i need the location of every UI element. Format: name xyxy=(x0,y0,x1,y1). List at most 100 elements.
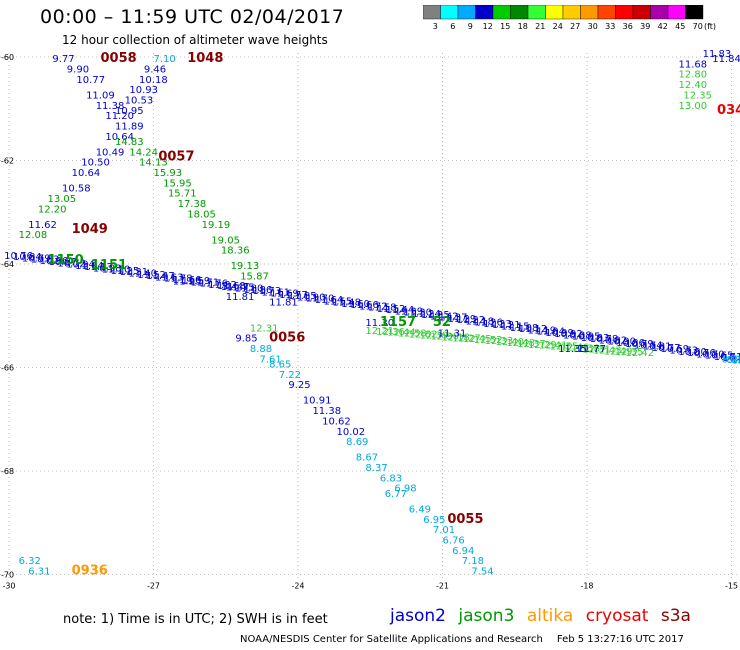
swh-value: 15.71 xyxy=(168,189,197,200)
swh-value: 10.73 xyxy=(669,345,698,356)
pass-time-label: 0343 xyxy=(717,103,740,118)
swh-value: 8.65 xyxy=(269,360,291,371)
swh-value: 11.71 xyxy=(190,277,219,288)
legend-tick-label: 18 xyxy=(518,22,528,31)
page-title: 00:00 – 11:59 UTC 02/04/2017 xyxy=(40,6,345,28)
swh-value: 10.92 xyxy=(554,329,583,340)
swh-value: 11.52 xyxy=(377,304,406,315)
swh-value: 12.35 xyxy=(615,347,644,358)
swh-value: 7.54 xyxy=(471,567,493,578)
swh-value: 10.76 xyxy=(687,348,716,359)
swh-value: 10.64 xyxy=(72,168,101,179)
swh-value: 10.58 xyxy=(62,184,91,195)
swh-value: 6.49 xyxy=(409,504,431,515)
swh-value: 11.68 xyxy=(217,281,246,292)
swh-value: 6.77 xyxy=(385,489,407,500)
swh-value: 11.58 xyxy=(368,303,397,314)
lat-label: -70 xyxy=(1,571,14,580)
swh-value: 19.05 xyxy=(211,235,240,246)
legend-tick-label: 3 xyxy=(433,22,438,31)
swh-value: 10.99 xyxy=(545,328,574,339)
swh-value: 11.26 xyxy=(474,318,503,329)
pass-time-label: 0058 xyxy=(101,51,137,66)
legend-swatch xyxy=(457,5,476,20)
swh-value: 9.25 xyxy=(288,380,310,391)
legend-swatch xyxy=(492,5,511,20)
swh-value: 11.04 xyxy=(75,261,104,272)
pass-time-label: 0056 xyxy=(269,331,305,346)
swh-value: 11.52 xyxy=(137,270,166,281)
swh-value: 11.30 xyxy=(403,308,432,319)
axis-labels: -60 -62 -64 -66 -68 -70 -30 -27 -24 -21 -18 -15 xyxy=(1,53,738,591)
swh-value-labels: 9.779.9010.7711.0911.3811.2011.8910.6410… xyxy=(19,49,740,578)
swh-value: 14.83 xyxy=(115,137,144,148)
swh-value: 7.22 xyxy=(279,370,301,381)
legend-swatch xyxy=(510,5,529,20)
swh-value: 10.90 xyxy=(607,337,636,348)
swh-value: 11.37 xyxy=(439,313,468,324)
swh-value: 6.31 xyxy=(28,567,50,578)
legend-swatch xyxy=(562,5,581,20)
swh-value: 19.13 xyxy=(231,261,260,272)
swh-value: 10.91 xyxy=(303,396,332,407)
pass-time-label: 1150 xyxy=(48,253,84,268)
swh-value: 13.00 xyxy=(679,101,708,112)
swh-value: 12.62 xyxy=(409,330,438,341)
pass-time-label: 1151 xyxy=(91,258,127,273)
swh-value: 10.93 xyxy=(129,85,158,96)
swh-value: 11.35 xyxy=(421,310,450,321)
swh-value: 6.95 xyxy=(423,515,445,526)
lat-label: -64 xyxy=(1,260,14,269)
swh-value: 10.70 xyxy=(696,349,725,360)
swh-value: 11.63 xyxy=(155,272,184,283)
swh-value: 11.24 xyxy=(412,309,441,320)
swh-value: 12.39 xyxy=(420,330,449,341)
timestamp: Feb 5 13:27:16 UTC 2017 xyxy=(556,634,684,645)
legend-swatch xyxy=(615,5,634,20)
swh-value: 11.04 xyxy=(536,327,565,338)
swh-value: 11.90 xyxy=(297,292,326,303)
swh-value: 10.82 xyxy=(598,335,627,346)
sat-altika-label: altika xyxy=(526,606,574,626)
swh-value: 7.61 xyxy=(259,354,281,365)
swh-value: 11.48 xyxy=(332,298,361,309)
swh-value: 6.98 xyxy=(394,484,416,495)
swh-value: 8.88 xyxy=(250,344,272,355)
swh-value: 11.38 xyxy=(96,101,125,112)
swh-value: 12.18 xyxy=(441,332,470,343)
swh-value: 11.33 xyxy=(483,319,512,330)
swh-value: 6.94 xyxy=(452,546,474,557)
swh-value: 10.81 xyxy=(643,342,672,353)
swh-value: 11.81 xyxy=(269,297,298,308)
legend-swatch xyxy=(527,5,546,20)
swh-value: 10.77 xyxy=(76,75,105,86)
pass-time-label: 0055 xyxy=(447,512,483,527)
sat-cryosat-label: cryosat xyxy=(585,606,649,626)
pass-time-label: 1049 xyxy=(72,222,108,237)
swh-value: 10.69 xyxy=(661,344,690,355)
legend-tick-label: 42 xyxy=(658,22,668,31)
legend-swatch xyxy=(545,5,564,20)
swh-value: 11.55 xyxy=(323,296,352,307)
swh-value: 12.40 xyxy=(495,337,524,348)
swh-value: 12.30 xyxy=(430,331,459,342)
swh-value: 12.08 xyxy=(19,230,48,241)
swh-value: 12.58 xyxy=(398,329,427,340)
swh-value: 10.86 xyxy=(616,338,645,349)
pass-time-labels: 0058 1048 0057 1049 1150 1151 0056 1157 52 0343 00… xyxy=(48,51,740,578)
swh-value: 10.94 xyxy=(66,260,95,271)
swh-value: 19.19 xyxy=(202,220,231,231)
credit-text: NOAA/NESDIS Center for Satellite Applica… xyxy=(240,634,543,645)
sat-jason2-label: jason2 xyxy=(390,606,446,626)
legend-tick-label: 9 xyxy=(468,22,473,31)
swh-value: 10.83 xyxy=(581,333,610,344)
swh-value: 11.35 xyxy=(558,344,587,355)
swh-value: 12.45 xyxy=(463,334,492,345)
swh-value: 11.70 xyxy=(306,294,335,305)
swh-value: 9.77 xyxy=(52,54,74,65)
swh-value: 15.93 xyxy=(154,168,183,179)
swh-value: 11.15 xyxy=(501,322,530,333)
legend-unit: (ft) xyxy=(704,22,716,31)
pass-time-label: 1048 xyxy=(187,51,223,66)
swh-value: 11.77 xyxy=(279,290,308,301)
